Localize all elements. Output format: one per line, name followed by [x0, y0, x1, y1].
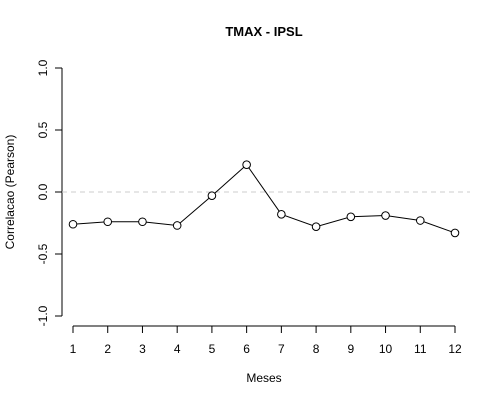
data-point-12 — [450, 228, 460, 238]
y-tick-label-1: -0.5 — [36, 243, 50, 264]
y-tick-label-3: 0.5 — [36, 121, 50, 138]
x-tick-label-8: 9 — [347, 342, 354, 356]
x-tick-label-7: 8 — [313, 342, 320, 356]
x-tick-label-3: 4 — [174, 342, 181, 356]
data-point-7 — [277, 210, 286, 219]
y-tick-label-0: -1.0 — [36, 305, 50, 326]
x-tick-label-9: 10 — [379, 342, 393, 356]
x-tick-label-4: 5 — [209, 342, 216, 356]
data-point-4 — [172, 221, 182, 230]
x-axis: 1 2 3 4 5 6 7 8 9 10 11 12 — [70, 325, 462, 356]
y-tick-label-4: 1.0 — [36, 59, 50, 76]
y-tick-label-2: 0.0 — [36, 183, 50, 200]
data-point-3 — [138, 217, 147, 227]
series-group — [68, 160, 460, 238]
x-tick-label-11: 12 — [448, 342, 462, 356]
data-point-2 — [103, 217, 113, 227]
data-point-6 — [242, 160, 251, 170]
x-tick-label-2: 3 — [139, 342, 146, 356]
y-axis-label: Correlacao (Pearson) — [3, 135, 17, 250]
x-axis-label: Meses — [246, 371, 281, 385]
y-axis: -1.0 -0.5 0.0 0.5 1.0 — [36, 59, 63, 326]
chart-title: TMAX - IPSL — [225, 24, 302, 39]
data-point-9 — [346, 212, 356, 222]
x-tick-label-0: 1 — [70, 342, 77, 356]
data-point-5 — [207, 191, 217, 201]
x-tick-label-5: 6 — [243, 342, 250, 356]
series-line-0 — [72, 163, 456, 234]
x-tick-label-6: 7 — [278, 342, 285, 356]
data-point-10 — [381, 211, 390, 220]
data-point-11 — [415, 216, 425, 225]
x-tick-label-10: 11 — [414, 342, 427, 356]
data-point-8 — [311, 222, 321, 232]
x-tick-label-1: 2 — [104, 342, 111, 356]
data-point-1 — [68, 219, 78, 229]
